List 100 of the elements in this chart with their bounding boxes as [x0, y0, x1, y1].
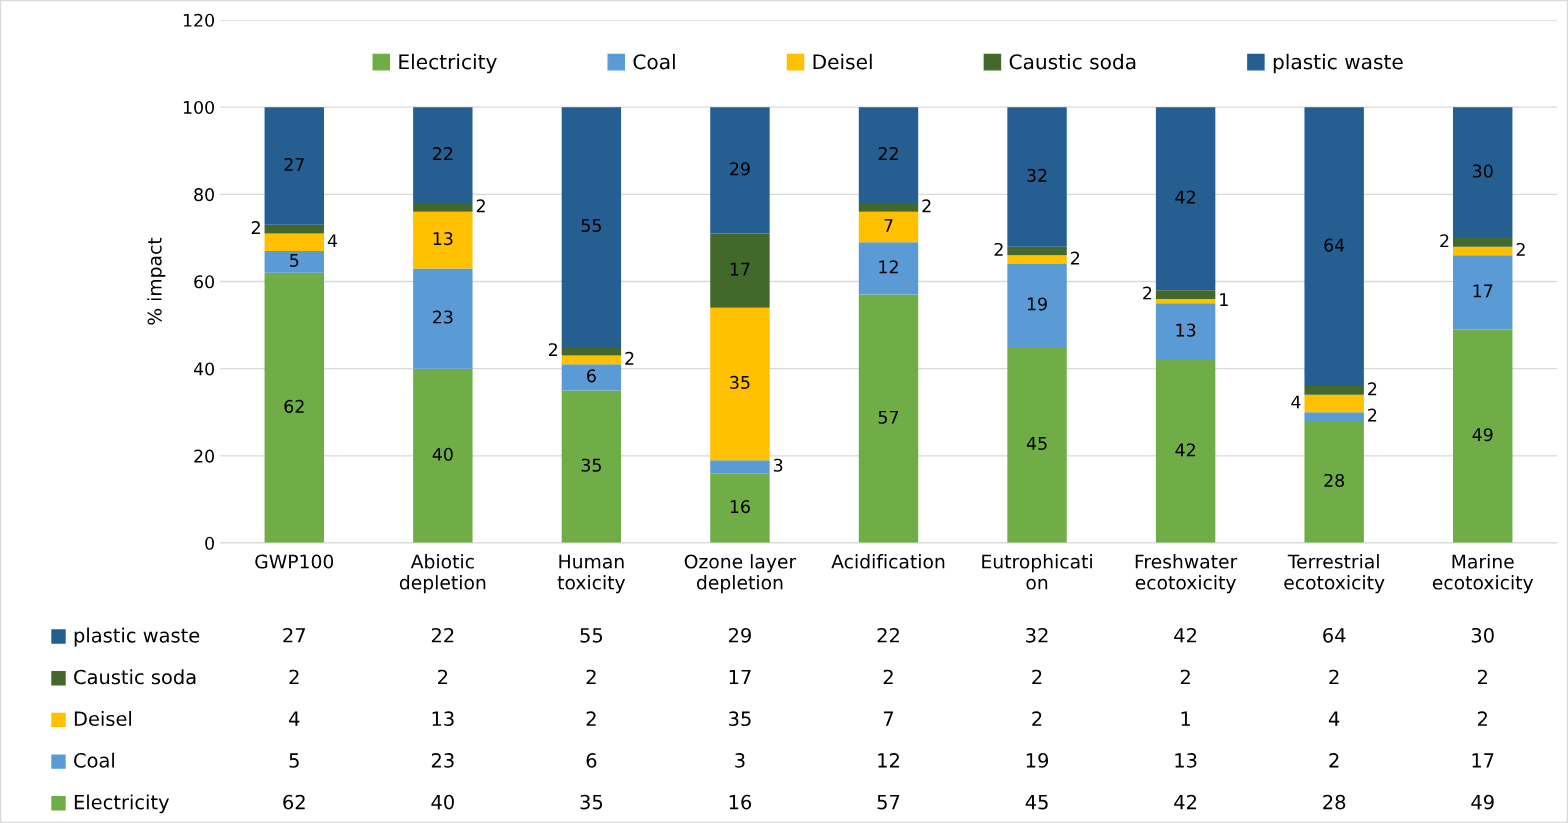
- bar: [264, 272, 324, 543]
- text: 4: [1291, 395, 1301, 409]
- bar: [858, 294, 919, 543]
- text: 3: [773, 458, 783, 472]
- bar: [1453, 237, 1513, 247]
- bar: [1155, 298, 1216, 304]
- text: 1: [1220, 293, 1228, 306]
- bar: [858, 203, 919, 212]
- bar: [1007, 107, 1067, 247]
- bar: [561, 346, 622, 356]
- text: 4: [327, 234, 338, 248]
- y-tick-label: 80: [194, 188, 214, 202]
- data-label: 22: [877, 627, 899, 643]
- y-tick-label: 60: [194, 275, 214, 289]
- text: 2: [476, 199, 485, 213]
- bar: [561, 107, 622, 347]
- data-label: 55: [580, 628, 603, 643]
- text: 17: [1473, 284, 1493, 298]
- bar: [858, 211, 919, 243]
- x-tick-label: Terrestrial ecotoxicity: [1284, 554, 1385, 594]
- bar: [264, 250, 324, 273]
- bar: [1304, 420, 1364, 543]
- text: 55: [581, 219, 601, 233]
- y-axis-title: % impact: [147, 237, 166, 325]
- data-label: 17: [1472, 753, 1494, 768]
- x-tick-label: Abiotic depletion: [399, 554, 486, 594]
- data-label: 7: [883, 711, 894, 726]
- data-label: 64: [1323, 627, 1346, 643]
- data-label: 62: [283, 794, 305, 810]
- legend-label: Coal: [633, 53, 675, 70]
- text: 2: [1368, 382, 1377, 396]
- text: 2: [1440, 234, 1449, 248]
- text: 19: [1027, 297, 1047, 311]
- bar: [710, 307, 770, 461]
- text: 57: [878, 410, 899, 424]
- text: 40: [432, 447, 453, 461]
- x-tick-label: Marine ecotoxicity: [1432, 554, 1534, 594]
- data-label: 4: [289, 711, 300, 726]
- data-label: 5: [289, 753, 299, 768]
- text: 22: [433, 147, 453, 160]
- x-tick-label: Acidification: [831, 554, 945, 569]
- y-tick-label: 0: [205, 536, 214, 550]
- bar: [1155, 107, 1216, 291]
- text: 2: [1143, 286, 1152, 300]
- data-label: 35: [580, 794, 603, 810]
- x-tick-label: Freshwater ecotoxicity: [1135, 554, 1238, 594]
- y-tick-label: 20: [194, 449, 214, 463]
- bar: [858, 242, 919, 295]
- data-label: 2: [438, 669, 448, 685]
- text: 23: [433, 310, 453, 324]
- data-label: 13: [432, 711, 454, 727]
- bar: [413, 203, 473, 212]
- data-label: 35: [729, 711, 751, 727]
- data-label: 2: [586, 669, 596, 685]
- bar: [413, 107, 473, 204]
- data-label: 30: [1471, 627, 1494, 643]
- data-label: 32: [1026, 627, 1048, 643]
- text: 5: [290, 254, 299, 267]
- text: 35: [730, 375, 750, 389]
- data-label: 2: [1477, 711, 1487, 726]
- bar: [710, 107, 770, 234]
- text: 6: [587, 369, 596, 383]
- text: 2: [1368, 408, 1377, 422]
- y-tick-label: 40: [193, 362, 214, 376]
- bar: [710, 233, 770, 308]
- text: 2: [625, 351, 634, 365]
- bar: [413, 368, 473, 543]
- text: 12: [879, 260, 898, 274]
- text: 16: [730, 500, 750, 514]
- data-label: 2: [1180, 669, 1190, 685]
- text: plastic waste: [74, 627, 200, 647]
- data-label: 49: [1471, 794, 1494, 810]
- x-tick-label: Human toxicity: [557, 554, 626, 594]
- data-label: 28: [1323, 794, 1346, 810]
- bar: [264, 224, 324, 234]
- text: 2: [994, 242, 1003, 256]
- x-tick-label: Ozone layer depletion: [684, 554, 797, 594]
- data-label: 40: [431, 794, 454, 810]
- bar: [1155, 303, 1216, 360]
- bar: [858, 107, 919, 204]
- text: 30: [1473, 164, 1493, 178]
- legend-label: Deisel: [813, 53, 872, 70]
- data-label: 2: [1032, 669, 1042, 685]
- x-tick-label: Eutrophicati on: [982, 554, 1092, 590]
- text: 64: [1324, 238, 1345, 252]
- text: 62: [284, 399, 304, 413]
- text: 45: [1026, 437, 1047, 450]
- text: 2: [922, 199, 931, 213]
- bar: [1453, 255, 1513, 330]
- bar: [1007, 246, 1067, 256]
- y-tick-label: 120: [183, 13, 214, 27]
- bar: [1155, 290, 1216, 299]
- data-label: 6: [586, 753, 597, 768]
- data-label: 2: [1329, 753, 1339, 768]
- text: 17: [730, 262, 750, 276]
- data-label: 23: [431, 753, 454, 768]
- text: 2: [548, 343, 557, 357]
- bar: [1007, 264, 1067, 347]
- data-label: 3: [735, 753, 745, 768]
- bar: [1007, 346, 1067, 543]
